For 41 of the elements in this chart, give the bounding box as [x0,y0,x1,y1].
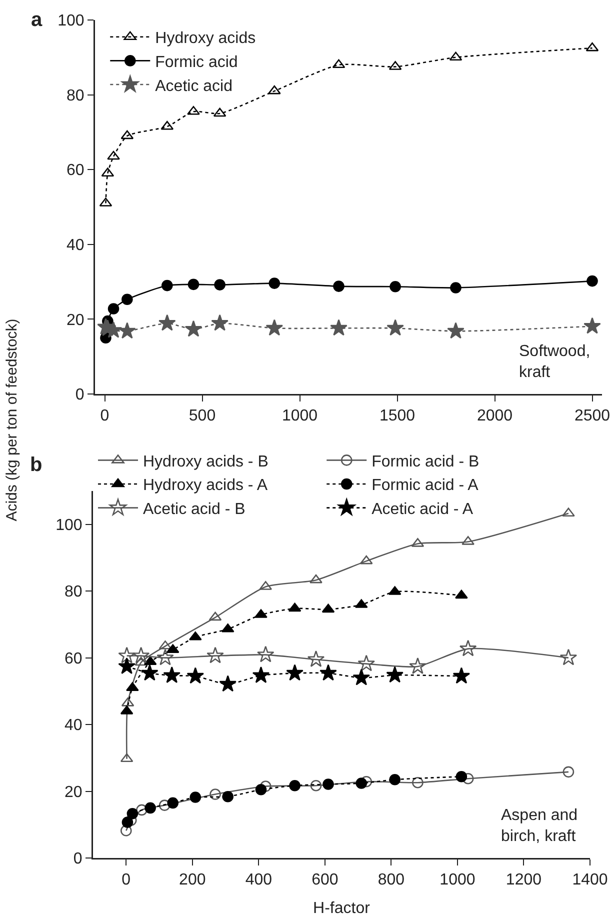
legend-label: Acetic acid - B [143,501,246,518]
y-tick-label: 20 [66,312,84,329]
chart-title: b [30,454,42,476]
y-tick-label: 40 [66,237,84,254]
chart-title: a [31,9,43,31]
y-tick-label: 60 [66,162,84,180]
x-tick-label: 800 [378,872,405,889]
legend-label: Formic acid - A [372,477,479,494]
y-tick-label: 40 [64,717,82,734]
x-tick-label: 500 [188,408,216,425]
y-tick-label: 80 [66,87,84,104]
x-tick-label: 0 [100,408,110,425]
annotation: Aspen and birch, kraft [501,807,578,845]
x-tick-label: 0 [122,872,131,889]
y-tick-label: 20 [64,784,82,801]
legend-label: Acetic acid [155,78,233,95]
x-tick-label: 200 [179,872,206,889]
legend-label: Formic acid - B [372,453,480,470]
y-tick-label: 100 [58,12,84,30]
legend-label: Hydroxy acids - B [143,453,268,470]
y-tick-label: 60 [64,650,82,668]
annotation: Softwood, kraft [519,343,590,381]
legend-label: Formic acid [155,54,238,71]
legend-label: Hydroxy acids - A [143,477,268,494]
x-tick-label: 2000 [476,408,513,425]
x-tick-label: 1400 [572,872,608,889]
y-tick-label: 0 [73,850,82,868]
x-tick-label: 1000 [282,408,318,425]
x-axis-title: H-factor [313,900,371,918]
legend-label: Acetic acid - A [372,501,474,518]
x-tick-label: 1200 [506,872,542,889]
x-tick-label: 1000 [440,872,476,889]
x-tick-label: 600 [312,872,338,889]
x-tick-label: 400 [245,872,272,889]
y-tick-label: 100 [56,516,82,534]
x-tick-label: 2500 [574,408,610,425]
y-tick-label: 0 [75,386,84,404]
y-axis-title: Acids (kg per ton of feedstock) [4,318,20,522]
legend-label: Hydroxy acids [155,30,256,48]
y-tick-label: 80 [64,584,82,601]
x-tick-label: 1500 [379,408,416,425]
